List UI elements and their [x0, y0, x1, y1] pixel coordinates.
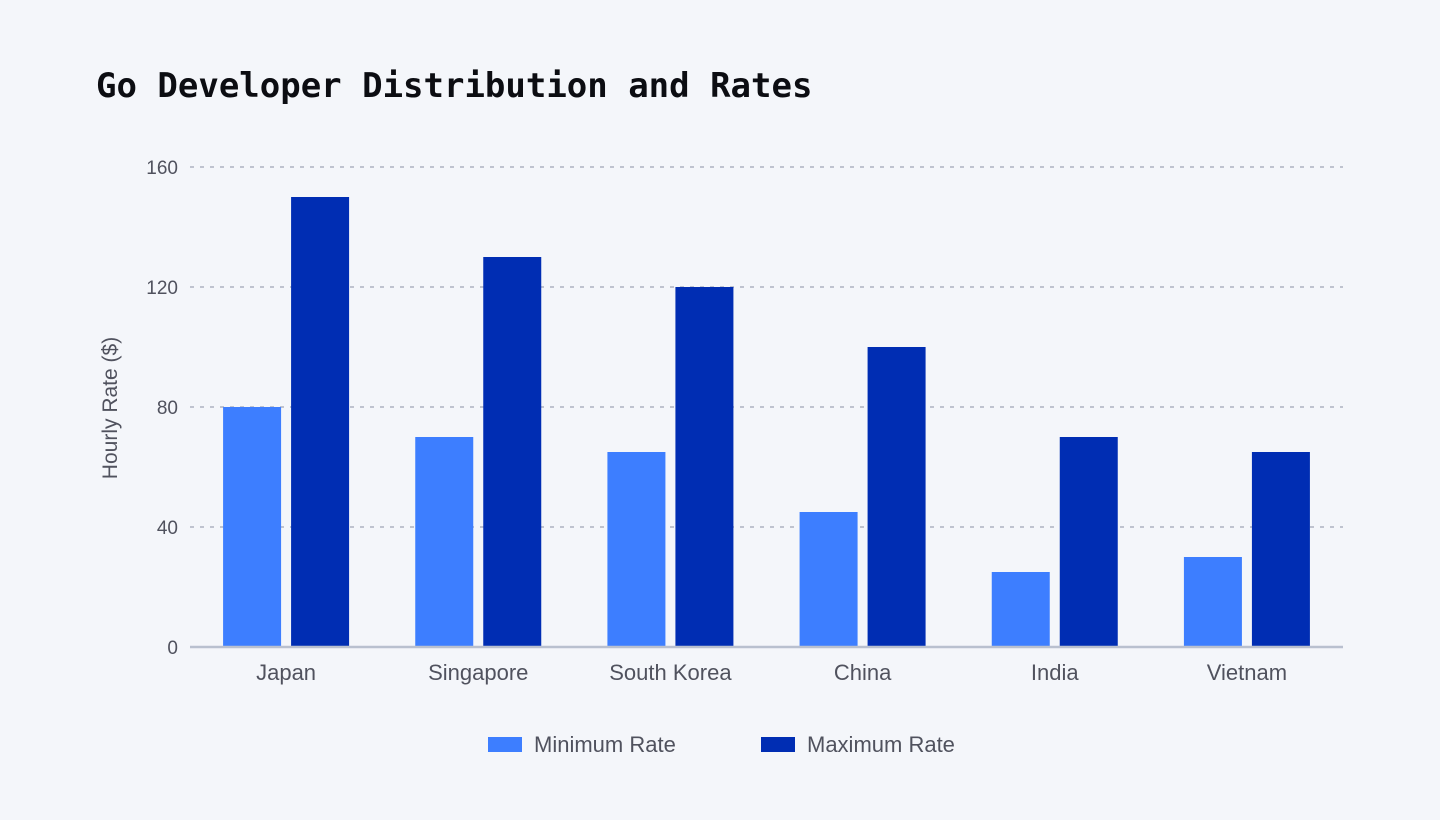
y-tick-label: 160 [146, 158, 178, 179]
legend-swatch [761, 737, 795, 752]
bar-maximum-rate-japan[interactable] [291, 197, 350, 647]
x-tick-label: India [1031, 660, 1079, 685]
x-tick-label: South Korea [609, 660, 732, 685]
bar-minimum-rate-vietnam[interactable] [1183, 557, 1242, 647]
legend-label: Minimum Rate [534, 732, 676, 757]
chart-title: Go Developer Distribution and Rates [96, 66, 812, 106]
bar-maximum-rate-south-korea[interactable] [675, 287, 734, 647]
x-tick-label: Singapore [428, 660, 528, 685]
legend: Minimum Rate Maximum Rate [488, 732, 955, 757]
bar-minimum-rate-singapore[interactable] [415, 437, 474, 647]
bar-maximum-rate-india[interactable] [1059, 437, 1118, 647]
bar-minimum-rate-south-korea[interactable] [607, 452, 666, 647]
bar-minimum-rate-japan[interactable] [223, 407, 282, 647]
y-tick-label: 80 [157, 398, 178, 419]
y-tick-label: 120 [146, 278, 178, 299]
bar-maximum-rate-vietnam[interactable] [1251, 452, 1310, 647]
bar-minimum-rate-china[interactable] [799, 512, 858, 647]
x-tick-label: Japan [256, 660, 316, 685]
y-axis-ticks: 0 40 80 120 160 [146, 158, 178, 659]
y-axis-title: Hourly Rate ($) [99, 337, 122, 479]
legend-swatch [488, 737, 522, 752]
x-tick-label: Vietnam [1207, 660, 1287, 685]
legend-item-minimum-rate[interactable]: Minimum Rate [488, 732, 676, 757]
bars [223, 197, 1310, 647]
x-tick-label: China [834, 660, 892, 685]
y-tick-label: 40 [157, 518, 178, 539]
bar-maximum-rate-singapore[interactable] [483, 257, 542, 647]
bar-minimum-rate-india[interactable] [991, 572, 1050, 647]
grid-lines [190, 166, 1343, 528]
x-axis-labels: Japan Singapore South Korea China India Vietn… [256, 660, 1287, 685]
legend-item-maximum-rate[interactable]: Maximum Rate [761, 732, 955, 757]
legend-label: Maximum Rate [807, 732, 955, 757]
bar-maximum-rate-china[interactable] [867, 347, 926, 647]
y-tick-label: 0 [167, 638, 178, 659]
